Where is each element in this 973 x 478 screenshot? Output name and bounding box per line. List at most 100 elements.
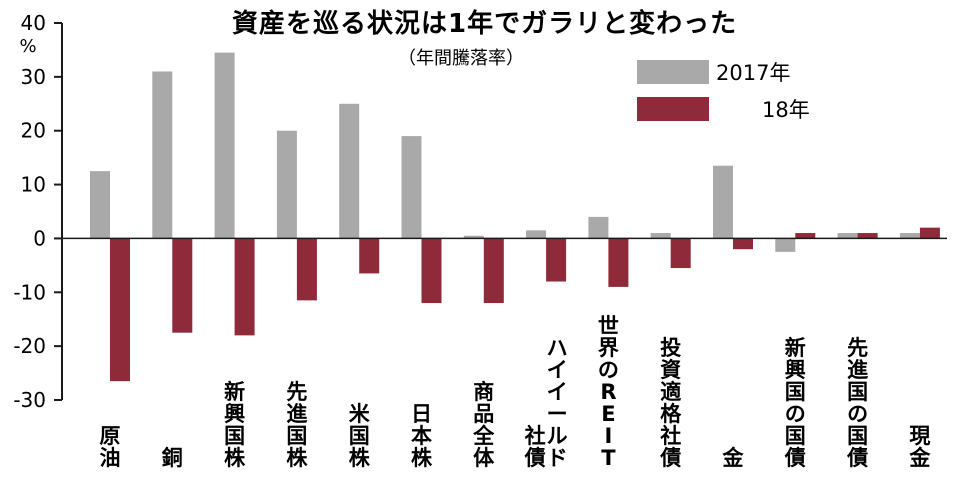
category-char: 国 [785, 380, 806, 404]
category-char: 米 [349, 402, 371, 426]
category-char: 国 [847, 380, 868, 404]
category-char: 金 [722, 446, 745, 470]
y-tick-label: 10 [21, 173, 46, 197]
category-char: 国 [785, 424, 806, 448]
bar-18-2 [234, 238, 255, 336]
legend: 2017年 18年 [637, 60, 810, 122]
category-char: 体 [473, 446, 495, 470]
bar-2017-12 [837, 233, 858, 239]
bar-18-6 [483, 238, 504, 304]
category-labels: 原油 銅新興国株先進国株米国株日本株商品全体ハイイールド社債世界のREIT投資適格… [100, 314, 932, 470]
category-char: 商 [473, 380, 494, 404]
category-char: 格 [660, 402, 682, 426]
category-char: R [600, 380, 616, 404]
bar-2017-9 [650, 233, 671, 239]
category-char: 社 [659, 424, 681, 448]
category-char: 世 [598, 314, 619, 338]
bar-18-5 [421, 238, 442, 304]
bar-18-8 [608, 238, 629, 287]
category-char: の [598, 358, 619, 382]
category-char: イ [547, 380, 568, 404]
category-char: 債 [659, 446, 681, 470]
bar-2017-10 [713, 165, 733, 239]
category-char: ー [547, 402, 568, 426]
category-char: 国 [224, 424, 245, 448]
category-char: 株 [411, 446, 433, 470]
bar-2017-13 [899, 233, 920, 239]
category-label-13: 現金 [908, 424, 931, 470]
category-char: 株 [224, 446, 246, 470]
category-char: 債 [524, 446, 546, 470]
category-char: 国 [349, 424, 370, 448]
category-label-0: 原油 [100, 424, 121, 470]
chart-subtitle: （年間騰落率） [398, 48, 524, 69]
bar-2017-1 [152, 71, 173, 239]
y-tick-label: 20 [21, 119, 46, 143]
category-char: I [604, 424, 612, 448]
category-char: 本 [411, 424, 432, 448]
bar-2017-6 [463, 235, 484, 239]
category-char: E [601, 402, 615, 426]
category-char: 社 [524, 424, 546, 448]
category-char: 全 [472, 424, 495, 448]
bar-2017-4 [339, 103, 360, 239]
y-tick-label: 40 [21, 11, 46, 35]
y-unit-label: % [19, 36, 36, 57]
category-char: 品 [473, 402, 494, 426]
bar-18-12 [857, 233, 878, 239]
category-char: 適 [660, 380, 681, 404]
category-char: の [785, 402, 806, 426]
bar-2017-11 [775, 238, 796, 252]
category-char: 銅 [162, 446, 183, 470]
category-char: 新 [224, 380, 245, 404]
category-char: ハ [547, 336, 568, 360]
category-char: 先 [286, 380, 307, 404]
category-label-5: 日本株 [411, 402, 433, 470]
legend-swatch-18 [637, 97, 709, 121]
legend-label-2017: 2017年 [716, 61, 790, 85]
category-char: 界 [598, 336, 619, 360]
category-char: 進 [847, 358, 868, 382]
category-char: 資 [660, 358, 681, 382]
bar-18-1 [172, 238, 193, 333]
category-char: T [601, 446, 616, 470]
category-char: 金 [908, 446, 931, 470]
category-char: ル [547, 424, 568, 448]
bar-18-9 [670, 238, 691, 269]
category-char: 現 [909, 424, 930, 448]
bar-18-10 [733, 238, 753, 250]
chart-title: 資産を巡る状況は1年でガラリと変わった [232, 8, 737, 39]
bar-2017-5 [401, 136, 422, 239]
bars-layer [90, 52, 940, 382]
bar-2017-7 [526, 230, 547, 239]
y-axis: 40 30 20 10 0 -10 -20 -30% [13, 11, 947, 412]
category-char: 原 [100, 424, 121, 448]
bar-18-11 [795, 233, 816, 239]
category-char: 先 [847, 336, 868, 360]
bar-2017-8 [588, 216, 609, 239]
category-label-10: 金 [722, 446, 745, 470]
bar-2017-3 [276, 130, 297, 239]
category-char: 株 [349, 446, 371, 470]
bar-18-3 [296, 238, 317, 301]
category-char: 債 [846, 446, 868, 470]
category-char: 興 [785, 358, 806, 382]
category-char: 債 [784, 446, 806, 470]
category-char: 投 [660, 336, 681, 360]
bar-18-13 [919, 227, 940, 239]
bar-2017-0 [90, 171, 110, 239]
y-tick-label: -20 [13, 334, 46, 358]
category-char: 株 [286, 446, 308, 470]
category-char: の [847, 402, 868, 426]
category-char: 国 [286, 424, 307, 448]
y-tick-label: 0 [33, 226, 46, 250]
